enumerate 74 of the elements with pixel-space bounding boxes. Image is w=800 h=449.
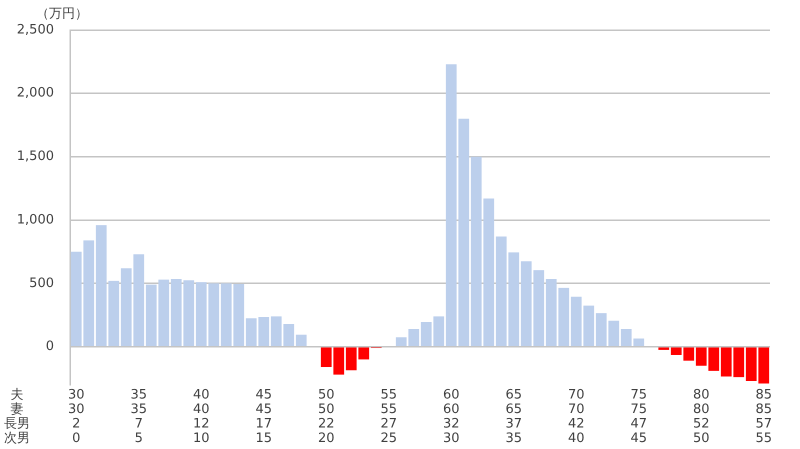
text: 夫 (10, 387, 24, 402)
text: 次男 (4, 431, 30, 446)
bar (546, 278, 557, 346)
x-tick-label: 35 35 7 5 (130, 387, 148, 446)
bar (320, 348, 332, 368)
bar (133, 254, 144, 346)
y-tick-label: 500 (29, 276, 54, 291)
x-tick-label: 70 70 42 40 (568, 387, 585, 446)
text: 妻 (10, 402, 24, 417)
bar (633, 338, 644, 346)
bar (620, 329, 632, 346)
text: 長男 (4, 416, 30, 432)
x-tick-label: 45 45 17 15 (255, 387, 272, 446)
y-tick-label: 1,500 (16, 149, 54, 164)
bar (533, 270, 544, 346)
y-tick-label: 2,000 (16, 86, 54, 101)
bar (183, 280, 194, 346)
bar (196, 282, 207, 346)
bar (283, 324, 294, 346)
bar (683, 348, 694, 361)
bar (483, 198, 494, 346)
x-tick-label: 85 85 57 55 (755, 387, 772, 446)
bar (258, 316, 270, 346)
bar (233, 284, 244, 346)
x-tick-label: 50 50 22 20 (318, 387, 335, 446)
bar (496, 236, 507, 346)
bar (508, 252, 520, 346)
bar (146, 284, 157, 346)
bar (670, 348, 682, 355)
bar (408, 329, 420, 346)
y-axis-title: （万円） (36, 6, 88, 22)
y-tick-label: 2,500 (16, 22, 54, 38)
x-tick-label: 65 65 37 35 (505, 387, 522, 446)
bar (170, 278, 182, 346)
bar (208, 283, 220, 346)
bar (83, 240, 94, 346)
bar (720, 348, 732, 377)
bar (396, 337, 407, 346)
bar (433, 316, 444, 346)
bar (733, 348, 744, 378)
bar (570, 296, 582, 346)
x-tick-label: 30 30 2 0 (68, 387, 85, 446)
bar (358, 348, 370, 360)
bar (708, 348, 720, 371)
bar (246, 318, 257, 346)
x-tick-label: 40 40 12 10 (192, 387, 210, 446)
bar (446, 64, 457, 346)
bar (270, 316, 282, 346)
bar (420, 322, 432, 346)
y-tick-label: 1,000 (16, 212, 54, 228)
bar (520, 261, 532, 346)
bar (96, 225, 107, 346)
x-tick-label: 80 80 52 50 (692, 387, 710, 446)
bar (296, 334, 307, 346)
bar (220, 283, 232, 346)
y-tick-label: 0 (46, 339, 54, 354)
bar (346, 348, 357, 370)
bar (70, 252, 82, 346)
bar (333, 348, 344, 375)
bar (558, 288, 570, 346)
bar (596, 313, 607, 346)
bar (608, 320, 620, 346)
bar (470, 156, 482, 346)
x-tick-label: 60 60 32 30 (442, 387, 460, 446)
bar (458, 118, 470, 346)
bar (108, 280, 120, 346)
bar (158, 280, 170, 346)
x-tick-label: 55 55 27 25 (380, 387, 398, 446)
bar (746, 348, 757, 381)
bar (696, 348, 707, 366)
bar (120, 268, 132, 346)
bar (758, 348, 770, 384)
bar (583, 306, 594, 346)
x-tick-label: 75 75 47 45 (630, 387, 648, 446)
